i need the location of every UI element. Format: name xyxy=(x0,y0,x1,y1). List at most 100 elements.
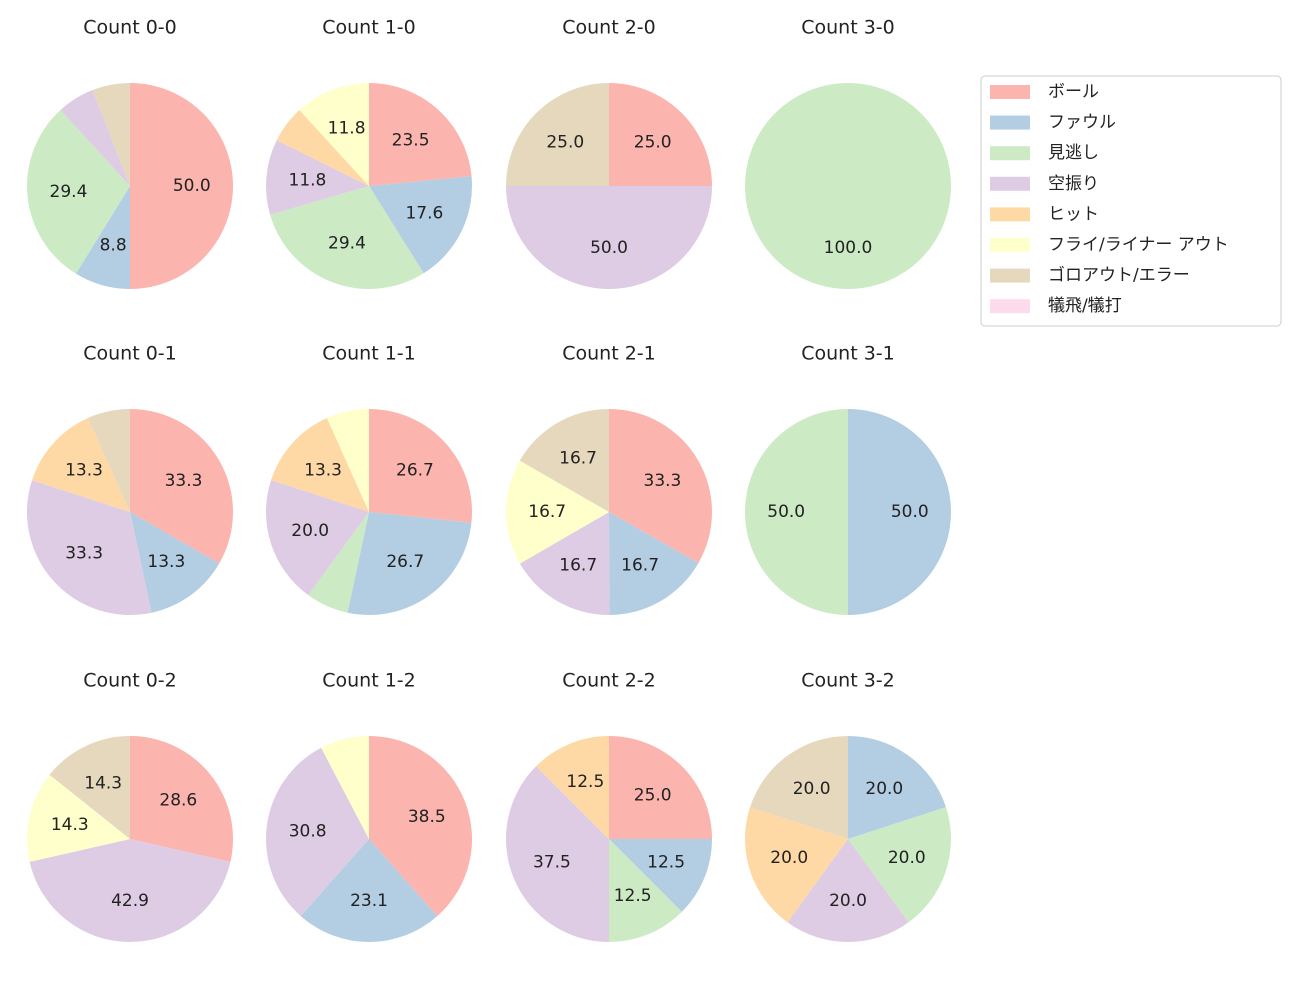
pie-slice xyxy=(271,417,369,512)
slice-label: 16.7 xyxy=(559,448,597,468)
chart-title: Count 0-0 xyxy=(83,17,177,39)
pie-slice xyxy=(26,774,130,862)
pie-slice xyxy=(32,418,130,512)
chart-title: Count 0-1 xyxy=(83,343,177,365)
pie-slice xyxy=(266,140,369,215)
slice-label: 13.3 xyxy=(304,461,342,481)
pie-slice xyxy=(266,747,369,917)
chart-title: Count 1-1 xyxy=(322,343,416,365)
pie-slice xyxy=(326,409,369,512)
slice-label: 100.0 xyxy=(824,238,873,258)
pie-slice xyxy=(27,480,152,615)
pie-slice xyxy=(49,736,130,839)
legend-label: 犠飛/犠打 xyxy=(1048,296,1122,316)
pie-slice xyxy=(506,766,609,942)
legend-swatch xyxy=(990,299,1030,314)
slice-label: 20.0 xyxy=(865,779,903,799)
slice-label: 13.3 xyxy=(147,552,185,572)
slice-label: 29.4 xyxy=(50,182,88,202)
legend-label: フライ/ライナー アウト xyxy=(1048,235,1229,255)
slice-label: 14.3 xyxy=(84,773,122,793)
legend-label: 見逃し xyxy=(1048,143,1099,163)
pie-slice xyxy=(848,736,946,839)
pie-slice xyxy=(609,409,712,564)
slice-label: 29.4 xyxy=(328,234,366,254)
slice-label: 30.8 xyxy=(289,822,327,842)
slice-label: 20.0 xyxy=(793,779,831,799)
slice-label: 28.6 xyxy=(159,790,197,810)
pie-slice xyxy=(519,409,609,512)
chart-title: Count 0-2 xyxy=(83,670,177,692)
pie-slice xyxy=(369,176,472,274)
pie-slice xyxy=(609,83,712,186)
legend-swatch xyxy=(990,176,1030,191)
slice-label: 25.0 xyxy=(634,132,672,152)
slice-label: 12.5 xyxy=(614,886,652,906)
chart-title: Count 2-1 xyxy=(562,343,656,365)
slice-label: 11.8 xyxy=(328,118,366,138)
chart-title: Count 3-0 xyxy=(801,17,895,39)
slice-label: 14.3 xyxy=(51,815,89,835)
pie-slice xyxy=(609,736,712,839)
slice-label: 37.5 xyxy=(533,853,571,873)
slice-label: 13.3 xyxy=(65,461,103,481)
pie-slice xyxy=(92,83,130,186)
slice-label: 50.0 xyxy=(590,238,628,258)
pie-slice xyxy=(308,512,369,613)
legend-swatch xyxy=(990,85,1030,99)
pie-slice xyxy=(787,839,909,942)
chart-title: Count 1-2 xyxy=(322,670,416,692)
slice-label: 12.5 xyxy=(566,772,604,792)
slice-label: 11.8 xyxy=(289,171,327,191)
pie-slice xyxy=(26,110,130,274)
pie-slice xyxy=(300,839,438,943)
legend-label: ボール xyxy=(1048,82,1099,102)
slice-label: 26.7 xyxy=(396,461,434,481)
pie-slice xyxy=(745,409,848,615)
pie-slice xyxy=(745,807,848,923)
slice-label: 25.0 xyxy=(546,132,584,152)
pie-slice xyxy=(369,83,472,186)
legend-swatch xyxy=(990,207,1030,222)
pie-slice xyxy=(29,839,231,943)
pie-slice xyxy=(750,736,848,839)
legend-label: 空振り xyxy=(1048,174,1099,194)
slice-label: 26.7 xyxy=(386,552,424,572)
slice-label: 8.8 xyxy=(100,235,127,255)
pie-slice xyxy=(270,186,424,289)
slice-label: 20.0 xyxy=(291,521,329,541)
legend-label: ヒット xyxy=(1048,204,1099,224)
pie-slice xyxy=(848,807,951,923)
pie-slice xyxy=(506,83,609,186)
pie-slice xyxy=(130,736,233,862)
chart-title: Count 2-0 xyxy=(562,17,656,39)
legend-box xyxy=(980,75,1282,327)
chart-title: Count 3-2 xyxy=(801,670,895,692)
pie-slice xyxy=(745,83,951,289)
slice-label: 33.3 xyxy=(644,471,682,491)
slice-label: 33.3 xyxy=(165,471,203,491)
slice-label: 16.7 xyxy=(528,502,566,522)
pie-slice xyxy=(347,512,472,616)
pie-slice xyxy=(266,480,369,596)
chart-title: Count 2-2 xyxy=(562,670,656,692)
slice-label: 17.6 xyxy=(405,203,443,223)
slice-label: 16.7 xyxy=(621,555,659,575)
slice-label: 23.5 xyxy=(392,130,430,150)
slice-label: 20.0 xyxy=(829,891,867,911)
legend-swatch xyxy=(990,146,1030,161)
pie-slice xyxy=(87,409,130,512)
slice-label: 50.0 xyxy=(891,502,929,522)
slice-label: 50.0 xyxy=(767,502,805,522)
slice-label: 23.1 xyxy=(350,891,388,911)
slice-label: 20.0 xyxy=(888,848,926,868)
pie-slice xyxy=(848,409,951,615)
pie-slice xyxy=(519,512,610,615)
legend-label: ゴロアウト/エラー xyxy=(1048,265,1190,286)
pie-slice xyxy=(299,83,369,186)
pie-slice xyxy=(536,736,609,839)
legend-label: ファウル xyxy=(1048,113,1116,133)
pie-slice xyxy=(506,186,712,289)
slice-label: 16.7 xyxy=(559,556,597,576)
